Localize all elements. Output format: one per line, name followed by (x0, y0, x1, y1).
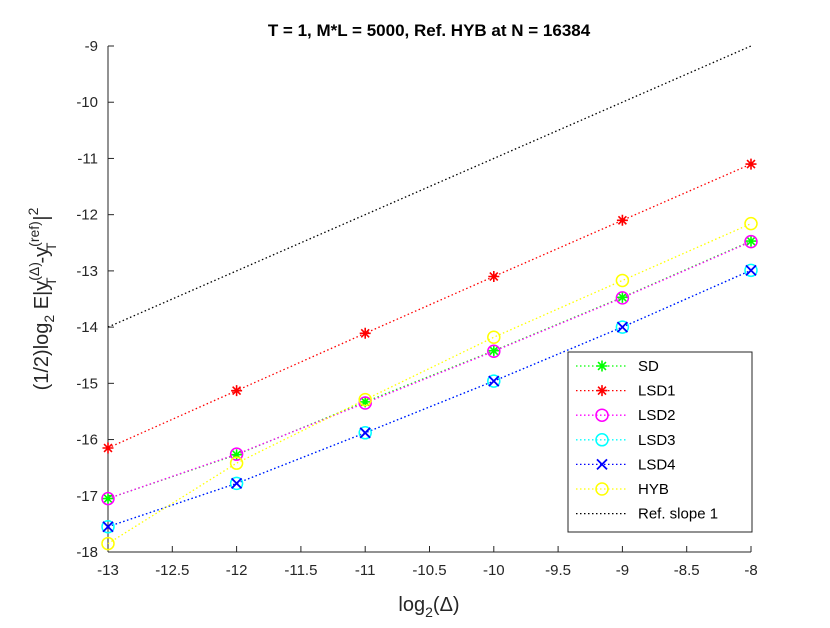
x-tick-label: -12.5 (155, 562, 189, 579)
data-point-lsd3 (229, 476, 244, 491)
data-point-lsd1 (488, 271, 500, 283)
x-tick-label: -11 (355, 562, 376, 579)
data-point-lsd2 (229, 447, 244, 461)
data-point-lsd2 (358, 396, 372, 410)
legend-item-lsd3: LSD3 (576, 432, 676, 449)
data-point-lsd3 (358, 426, 372, 440)
x-tick-label: -12 (226, 562, 248, 579)
data-point-lsd1 (231, 385, 243, 397)
data-point-lsd2 (744, 234, 758, 249)
legend-marker (596, 360, 608, 372)
legend-item-lsd1: LSD1 (576, 383, 676, 400)
y-tick-label: -10 (76, 94, 98, 111)
legend-item-sd: SD (576, 358, 659, 375)
series-line-lsd2 (107, 241, 752, 500)
chart-title: T = 1, M*L = 5000, Ref. HYB at N = 16384 (268, 21, 591, 40)
data-point-lsd3 (487, 374, 501, 388)
legend-label: SD (638, 358, 659, 375)
data-point-lsd4 (230, 477, 243, 490)
data-point-hyb (615, 273, 630, 288)
data-point-hyb (358, 392, 372, 407)
x-tick-label: -13 (97, 562, 119, 579)
data-point-lsd1 (359, 327, 371, 339)
data-point-lsd4 (359, 427, 371, 439)
x-tick-label: -9.5 (545, 562, 571, 579)
legend-item-hyb: HYB (576, 481, 669, 498)
data-point-lsd2 (615, 291, 630, 305)
legend-label: LSD2 (638, 407, 676, 424)
data-point-hyb (744, 216, 758, 231)
data-point-lsd4 (102, 521, 114, 533)
legend-marker (595, 408, 609, 422)
data-point-sd (616, 291, 628, 303)
data-point-hyb (487, 330, 501, 344)
legend-items: SD LSD1 LSD2 LSD3 LSD4 HYB Ref. slope 1 (576, 358, 718, 523)
legend-label: LSD4 (638, 456, 676, 473)
x-tick-label: -11.5 (284, 562, 317, 579)
legend-label: LSD3 (638, 432, 676, 449)
y-tick-label: -17 (76, 488, 98, 505)
x-tick-label: -8 (744, 562, 757, 579)
x-tick-label: -10.5 (412, 562, 446, 579)
data-point-lsd4 (616, 321, 629, 333)
x-axis-label: log2(Δ) (398, 594, 459, 620)
legend-label: HYB (638, 481, 669, 498)
data-point-lsd2 (487, 344, 501, 359)
y-tick-label: -12 (76, 207, 98, 224)
legend-item-lsd4: LSD4 (576, 456, 676, 473)
x-tick-label: -8.5 (674, 562, 700, 579)
legend-marker (596, 385, 608, 397)
y-tick-label: -11 (77, 150, 98, 167)
x-tick-label: -9 (616, 562, 629, 579)
data-point-sd (102, 493, 114, 505)
y-tick-label: -16 (76, 432, 98, 449)
legend-item-ref-slope-1: Ref. slope 1 (576, 506, 718, 523)
plot-lines (107, 45, 752, 545)
legend-label: LSD1 (638, 383, 676, 400)
y-axis-label: (1/2)log2 E|y(Δ)T-y(ref)T|2 (25, 207, 59, 390)
data-point-lsd4 (488, 375, 500, 387)
series-line-lsd4 (107, 269, 752, 528)
data-point-lsd3 (744, 263, 758, 278)
series-line-ref-slope-1 (107, 45, 752, 328)
y-tick-label: -15 (76, 375, 98, 392)
axis-ticks: -13 -12.5 -12 -11.5 -11 -10.5 -10 -9.5 -9 -8.5 -8 -… (76, 38, 757, 579)
data-point-sd (231, 449, 243, 461)
x-tick-label: -10 (483, 562, 505, 579)
y-tick-label: -13 (76, 263, 98, 280)
y-tick-label: -14 (76, 319, 98, 336)
plot-markers (101, 158, 758, 551)
legend-marker (595, 433, 609, 447)
data-point-lsd1 (616, 214, 628, 226)
data-point-hyb (229, 456, 244, 470)
legend-box (567, 351, 753, 533)
legend-marker (596, 458, 608, 471)
data-point-lsd3 (101, 519, 115, 534)
legend-item-lsd2: LSD2 (576, 407, 676, 424)
data-point-lsd1 (102, 442, 114, 454)
data-point-sd (488, 345, 500, 357)
series-line-lsd1 (107, 163, 752, 449)
data-point-lsd4 (745, 264, 757, 276)
chart-legend: SD LSD1 LSD2 LSD3 LSD4 HYB Ref. slope 1 (567, 351, 753, 533)
y-tick-label: -18 (76, 544, 98, 561)
y-tick-label: -9 (85, 38, 98, 55)
data-point-hyb (101, 536, 115, 551)
data-point-sd (745, 235, 757, 247)
data-point-lsd2 (101, 491, 115, 506)
data-point-sd (359, 396, 371, 408)
legend-label: Ref. slope 1 (638, 506, 718, 523)
data-point-lsd3 (615, 320, 630, 334)
data-point-lsd1 (745, 158, 757, 170)
legend-marker (595, 482, 609, 496)
